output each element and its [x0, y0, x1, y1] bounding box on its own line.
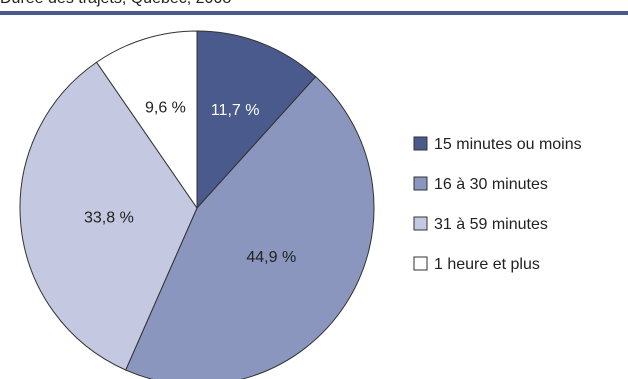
slice-value-label-16-a-30-minutes: 44,9 %: [246, 249, 296, 266]
pie-slice-1-heure-et-plus: [95, 30, 198, 210]
legend-label-15-minutes-ou-moins: 15 minutes ou moins: [434, 136, 582, 153]
chart-title: Durée des trajets, Québec, 2008: [0, 0, 231, 9]
pie-slices: [19, 30, 375, 379]
pie-slice-15-minutes-ou-moins: [196, 30, 317, 210]
slice-value-label-15-minutes-ou-moins: 11,7 %: [211, 102, 260, 119]
legend-swatch-15-minutes-ou-moins: [413, 136, 428, 151]
slice-value-label-1-heure-et-plus: 9,6 %: [145, 100, 186, 117]
title-rule: [0, 11, 628, 15]
legend: 15 minutes ou moins 16 à 30 minutes 31 à 5…: [413, 136, 582, 273]
legend-label-1-heure-et-plus: 1 heure et plus: [434, 256, 540, 273]
pie-slice-16-a-30-minutes: [125, 76, 375, 379]
legend-label-16-a-30-minutes: 16 à 30 minutes: [434, 176, 548, 193]
legend-swatch-1-heure-et-plus: [413, 256, 428, 271]
legend-swatch-31-a-59-minutes: [413, 216, 428, 231]
pie-slice-31-a-59-minutes: [19, 61, 198, 371]
pie-slice-labels: 11,7 % 44,9 % 33,8 % 9,6 %: [84, 100, 296, 267]
slice-value-label-31-a-59-minutes: 33,8 %: [84, 209, 134, 226]
legend-swatch-16-a-30-minutes: [413, 176, 428, 191]
legend-label-31-a-59-minutes: 31 à 59 minutes: [434, 216, 548, 233]
